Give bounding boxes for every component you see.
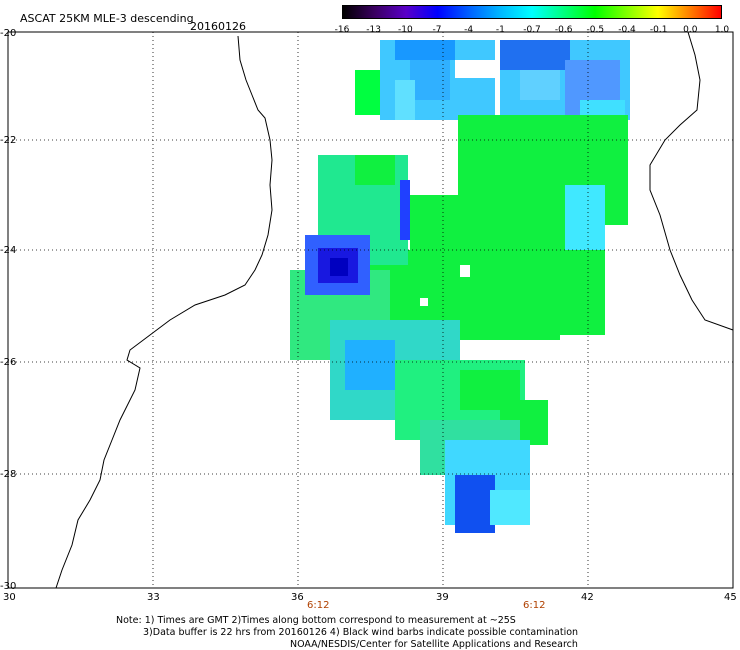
footer-credit: NOAA/NESDIS/Center for Satellite Applica… (290, 639, 578, 650)
colorbar-tick-label: -7 (432, 25, 442, 35)
colorbar-tick-label: -0.4 (618, 25, 636, 35)
footer-note: 3)Data buffer is 22 hrs from 20160126 4)… (143, 627, 579, 638)
colorbar-tick-label: -13 (366, 25, 382, 35)
lon-tick: 45 (724, 592, 737, 603)
colorbar-tick-label: 0.0 (683, 25, 698, 35)
lat-tick: -20 (0, 28, 17, 39)
time-label: 6:12 (523, 600, 546, 611)
footer-note: Note: 1) Times are GMT 2)Times along bot… (116, 615, 516, 626)
colorbar-tick-label: -0.6 (554, 25, 573, 35)
plot-frame (7, 31, 734, 589)
lon-tick: 30 (3, 592, 16, 603)
lon-tick: 36 (291, 592, 304, 603)
lat-lon-grid (8, 32, 733, 588)
colorbar-tick-label: -0.1 (649, 25, 668, 35)
coastline (55, 31, 734, 589)
colorbar-tick-label: -4 (464, 25, 474, 35)
colorbar-tick-label: 1.0 (714, 25, 730, 35)
colorbar-tick-label: -10 (397, 25, 413, 35)
colorbar-tick-label: -0.7 (523, 25, 541, 35)
lon-tick: 42 (581, 592, 594, 603)
lat-tick: -30 (0, 581, 17, 592)
map-title: ASCAT 25KM MLE-3 descending (20, 12, 194, 25)
time-label: 6:12 (307, 600, 330, 611)
data-swath (290, 40, 630, 533)
lon-tick: 33 (147, 592, 160, 603)
colorbar-tick-label: -16 (334, 25, 350, 35)
colorbar-labels: -16 -13 -10 -7 -4 -1 -0.7 -0.6 -0.5 -0.4 -0.1 0.0 1.… (330, 25, 730, 37)
lat-tick: -22 (0, 135, 17, 146)
lat-tick: -24 (0, 245, 17, 256)
colorbar (342, 5, 722, 19)
colorbar-tick-label: -0.5 (586, 25, 605, 35)
lat-tick: -26 (0, 357, 17, 368)
map-date: 20160126 (190, 20, 246, 33)
lat-tick: -28 (0, 469, 17, 480)
lon-tick: 39 (436, 592, 449, 603)
colorbar-tick-label: -1 (495, 25, 505, 35)
